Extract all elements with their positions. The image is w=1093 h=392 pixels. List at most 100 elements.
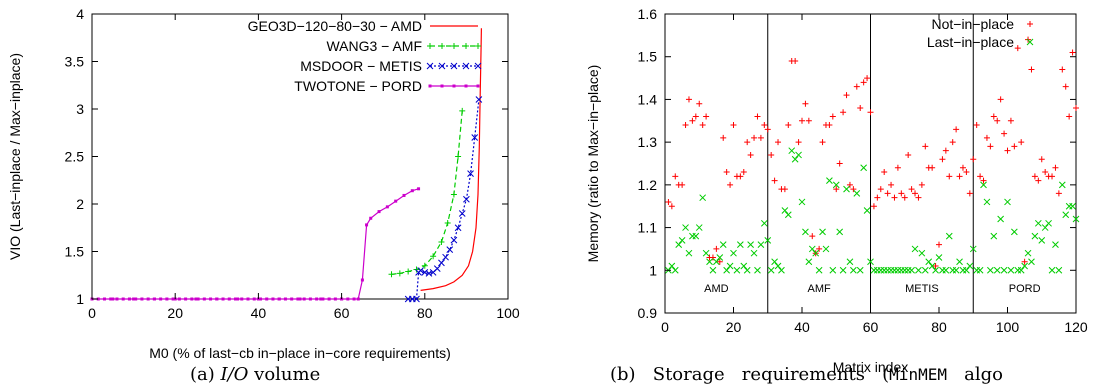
panel-a-x-tick-label: 0 — [88, 305, 96, 321]
panel-b-series-0-point — [1042, 169, 1049, 176]
panel-a-series-3-point — [146, 297, 150, 301]
panel-b-series-0-point — [994, 117, 1001, 124]
panel-b-series-0-point — [840, 109, 847, 116]
panel-b-series-0-point — [744, 139, 751, 146]
panel-b-series-0-point — [987, 143, 994, 150]
panel-b-series-0-point — [1001, 130, 1008, 137]
panel-b-series-1-point — [750, 249, 758, 257]
panel-a-series-2-point — [446, 246, 454, 253]
panel-b-series-0-point — [771, 177, 778, 184]
panel-b-series-1-point — [863, 207, 871, 214]
panel-a-series-1-point — [455, 153, 462, 160]
panel-a-series-3-point — [227, 297, 231, 301]
panel-a-legend-marker-1 — [427, 43, 433, 49]
panel-b-legend-marker-0 — [1027, 21, 1033, 27]
panel-a-x-tick-label: 60 — [334, 305, 350, 321]
panel-a-y-tick-label: 3.5 — [65, 54, 85, 70]
panel-b-series-1-point — [942, 266, 950, 274]
panel-b-series-1-point — [856, 266, 864, 274]
panel-b-series-0-point — [980, 177, 987, 184]
panel-b-series-1-point — [788, 147, 796, 155]
panel-b-series-1-point — [1017, 266, 1025, 274]
panel-b-series-0-point — [1052, 164, 1059, 171]
panel-b-series-0-point — [668, 203, 675, 210]
panel-a-y-tick-label: 4 — [76, 6, 84, 22]
panel-b-series-1-point — [911, 245, 919, 253]
panel-b-series-1-point — [709, 266, 717, 274]
panel-b-group-label: METIS — [905, 283, 939, 295]
panel-a-series-1-point — [413, 266, 420, 273]
panel-b-series-1-point — [973, 266, 981, 274]
panel-a-series-3-point — [96, 297, 100, 301]
panel-b-series-1-point — [689, 232, 696, 240]
caption-b-suffix: algo — [946, 364, 1003, 385]
panel-b-series-0-point — [785, 122, 792, 129]
panel-a-series-2-point — [421, 269, 429, 276]
panel-b-series-1-point — [959, 266, 967, 274]
panel-b-series-1-point — [784, 211, 792, 219]
panel-a-series-3-point — [132, 297, 136, 301]
panel-a-series-1-point — [444, 220, 451, 226]
panel-a-series-2-point — [463, 195, 470, 203]
panel-a-series-2-point — [442, 253, 449, 261]
panel-b-series-0-point — [737, 173, 744, 180]
panel-b-series-0-point — [672, 173, 679, 180]
panel-b-series-1-point — [826, 177, 833, 184]
panel-a-legend-label-0: GEO3D−120−80−30 − AMD — [248, 18, 422, 34]
panel-a-series-3-point — [298, 297, 302, 301]
panel-a-y-tick-label: 2.5 — [65, 149, 85, 165]
panel-b-series-0-point — [997, 96, 1004, 103]
panel-a-series-3-point — [236, 297, 240, 301]
panel-a-series-3-point — [402, 193, 406, 197]
panel-a-series-2-point — [438, 259, 445, 267]
panel-b-series-1-point — [880, 266, 888, 274]
panel-b-series-0-point — [703, 113, 710, 120]
panel-b-series-1-point — [822, 245, 830, 253]
panel-b-x-tick-label: 100 — [996, 319, 1020, 335]
panel-b-series-1-point — [952, 266, 960, 274]
panel-b-series-0-point — [1018, 139, 1025, 146]
panel-b-series-0-point — [942, 147, 949, 154]
panel-a-series-3-point — [152, 297, 156, 301]
panel-a-series-3-point — [194, 297, 198, 301]
panel-b-series-0-point — [877, 186, 884, 193]
panel-a-series-3-point — [271, 297, 275, 301]
panel-b-series-1-point — [730, 249, 737, 257]
panel-b-series-0-point — [1069, 49, 1076, 56]
panel-b-series-0-point — [870, 203, 877, 210]
panel-b-series-1-point — [668, 262, 676, 270]
panel-b-series-0-point — [764, 126, 771, 133]
panel-b-series-0-point — [894, 164, 901, 171]
panel-a-series-3-point — [258, 297, 262, 301]
caption-b-mono: MinMEM — [889, 365, 947, 384]
panel-b-x-tick-label: 60 — [863, 319, 879, 335]
panel-b-series-0-point — [768, 151, 775, 158]
panel-b-series-0-point — [679, 181, 686, 188]
panel-b-series-1-point — [682, 224, 689, 231]
panel-b-series-1-point — [781, 207, 789, 214]
panel-a-legend: GEO3D−120−80−30 − AMD WANG3 − AMF MSDOOR −… — [248, 18, 482, 94]
panel-b-y-tick-label: 1.2 — [638, 177, 658, 193]
panel-b-series-0-point — [850, 186, 857, 193]
panel-a-series-3-point — [140, 297, 144, 301]
panel-a-x-tick-label: 80 — [417, 305, 433, 321]
panel-b-series-1-point — [1021, 262, 1028, 270]
panel-b-series-0-point — [857, 104, 864, 111]
panel-b-series-0-point — [1021, 258, 1028, 265]
panel-a-series-3-point — [385, 205, 389, 209]
panel-a-legend-marker-3 — [476, 84, 480, 88]
panel-a-y-tick-label: 1 — [76, 291, 84, 307]
panel-a-series-line-1 — [391, 110, 463, 275]
panel-b-series-1-point — [771, 258, 778, 266]
panel-a-x-tick-label: 100 — [496, 305, 520, 321]
panel-b-series-1-point — [1048, 266, 1056, 274]
panel-a-series-line-0 — [420, 28, 482, 291]
panel-b-series-0-point — [977, 173, 984, 180]
panel-a-legend-marker-3 — [440, 84, 444, 88]
panel-b-series-1-point — [993, 266, 1001, 274]
panel-b-series-0-point — [884, 190, 891, 197]
panel-b-group-label: AMF — [808, 283, 832, 295]
panel-b-series-0-point — [665, 198, 672, 205]
panel-a-series-3-point — [159, 297, 163, 301]
